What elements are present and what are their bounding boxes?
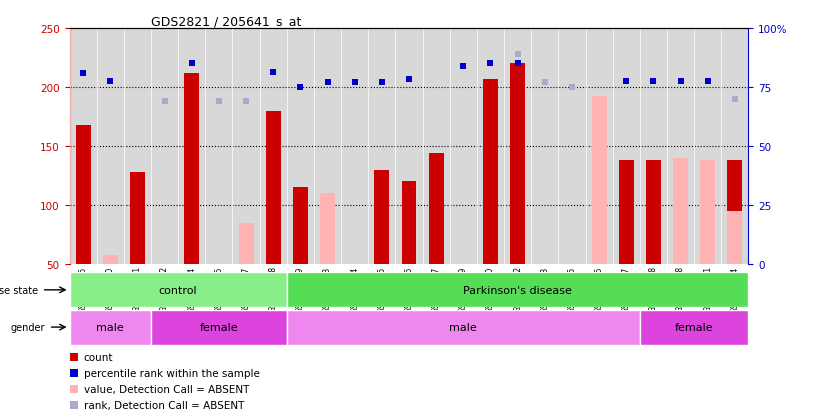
- Text: male: male: [97, 322, 124, 332]
- Bar: [368, 29, 395, 264]
- Bar: [293, 188, 308, 264]
- Bar: [591, 97, 607, 264]
- Bar: [559, 29, 586, 264]
- Bar: [287, 29, 314, 264]
- Bar: [640, 29, 667, 264]
- Bar: [287, 310, 640, 345]
- Bar: [586, 29, 613, 264]
- Bar: [320, 194, 335, 264]
- Bar: [151, 29, 178, 264]
- Bar: [341, 29, 368, 264]
- Bar: [618, 161, 634, 264]
- Bar: [504, 29, 531, 264]
- Text: GDS2821 / 205641_s_at: GDS2821 / 205641_s_at: [151, 15, 301, 28]
- Bar: [477, 29, 504, 264]
- Bar: [613, 29, 640, 264]
- Bar: [266, 111, 281, 264]
- Text: male: male: [449, 322, 477, 332]
- Bar: [184, 74, 200, 264]
- Bar: [402, 182, 416, 264]
- Bar: [232, 29, 259, 264]
- Bar: [103, 255, 118, 264]
- Bar: [727, 211, 743, 264]
- Bar: [70, 310, 151, 345]
- Bar: [694, 29, 721, 264]
- Bar: [721, 29, 748, 264]
- Bar: [124, 29, 151, 264]
- Text: rank, Detection Call = ABSENT: rank, Detection Call = ABSENT: [83, 400, 244, 410]
- Bar: [151, 310, 287, 345]
- Bar: [727, 161, 743, 264]
- Bar: [287, 273, 748, 308]
- Text: count: count: [83, 352, 113, 362]
- Bar: [70, 29, 97, 264]
- Bar: [667, 29, 694, 264]
- Bar: [70, 273, 287, 308]
- Text: value, Detection Call = ABSENT: value, Detection Call = ABSENT: [83, 384, 249, 394]
- Bar: [646, 161, 661, 264]
- Bar: [178, 29, 205, 264]
- Bar: [423, 29, 450, 264]
- Text: percentile rank within the sample: percentile rank within the sample: [83, 368, 259, 377]
- Bar: [640, 310, 748, 345]
- Bar: [450, 29, 477, 264]
- Bar: [531, 29, 559, 264]
- Bar: [314, 29, 341, 264]
- Bar: [510, 64, 525, 264]
- Bar: [395, 29, 423, 264]
- Bar: [429, 154, 443, 264]
- Bar: [259, 29, 287, 264]
- Bar: [205, 29, 232, 264]
- Bar: [673, 158, 688, 264]
- Bar: [97, 29, 124, 264]
- Text: gender: gender: [11, 322, 45, 332]
- Bar: [239, 223, 254, 264]
- Bar: [75, 126, 91, 264]
- Bar: [483, 80, 498, 264]
- Text: female: female: [675, 322, 713, 332]
- Bar: [375, 170, 389, 264]
- Text: control: control: [159, 285, 197, 295]
- Text: female: female: [200, 322, 238, 332]
- Text: Parkinson's disease: Parkinson's disease: [463, 285, 572, 295]
- Text: disease state: disease state: [0, 285, 38, 295]
- Bar: [700, 161, 715, 264]
- Bar: [130, 173, 145, 264]
